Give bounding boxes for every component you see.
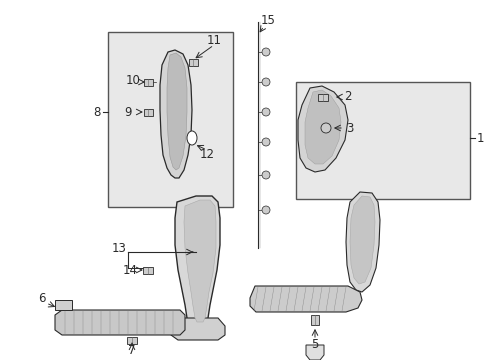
Bar bbox=[310, 315, 318, 325]
Polygon shape bbox=[160, 50, 192, 178]
Polygon shape bbox=[249, 286, 361, 312]
Polygon shape bbox=[305, 90, 340, 164]
Polygon shape bbox=[175, 196, 220, 324]
Bar bbox=[127, 337, 137, 343]
Text: 1: 1 bbox=[475, 131, 483, 144]
Circle shape bbox=[262, 108, 269, 116]
Text: 15: 15 bbox=[260, 13, 275, 27]
Bar bbox=[143, 78, 152, 85]
Polygon shape bbox=[55, 310, 184, 335]
Polygon shape bbox=[55, 300, 72, 310]
Bar bbox=[143, 108, 152, 116]
Circle shape bbox=[262, 48, 269, 56]
Bar bbox=[188, 58, 197, 66]
Bar bbox=[317, 94, 327, 100]
Text: 12: 12 bbox=[199, 148, 214, 162]
Text: 7: 7 bbox=[128, 343, 136, 356]
Polygon shape bbox=[346, 192, 379, 292]
Circle shape bbox=[262, 78, 269, 86]
Bar bbox=[142, 266, 153, 274]
Circle shape bbox=[262, 138, 269, 146]
Text: 8: 8 bbox=[93, 105, 101, 118]
Text: 2: 2 bbox=[344, 90, 351, 104]
Circle shape bbox=[320, 123, 330, 133]
Text: 9: 9 bbox=[124, 105, 131, 118]
Text: 11: 11 bbox=[206, 33, 221, 46]
Text: 6: 6 bbox=[38, 292, 46, 305]
Text: 10: 10 bbox=[125, 73, 140, 86]
Text: 3: 3 bbox=[346, 122, 353, 135]
Polygon shape bbox=[167, 53, 186, 170]
Polygon shape bbox=[183, 200, 216, 322]
Text: 13: 13 bbox=[111, 242, 126, 255]
Ellipse shape bbox=[186, 131, 197, 145]
Polygon shape bbox=[297, 86, 347, 172]
Bar bbox=[108, 32, 232, 207]
Text: 5: 5 bbox=[311, 338, 318, 351]
Polygon shape bbox=[305, 345, 324, 360]
Bar bbox=[295, 82, 469, 199]
Polygon shape bbox=[349, 196, 374, 284]
Text: 14: 14 bbox=[122, 264, 137, 276]
Polygon shape bbox=[171, 318, 224, 340]
Circle shape bbox=[262, 171, 269, 179]
Circle shape bbox=[262, 206, 269, 214]
